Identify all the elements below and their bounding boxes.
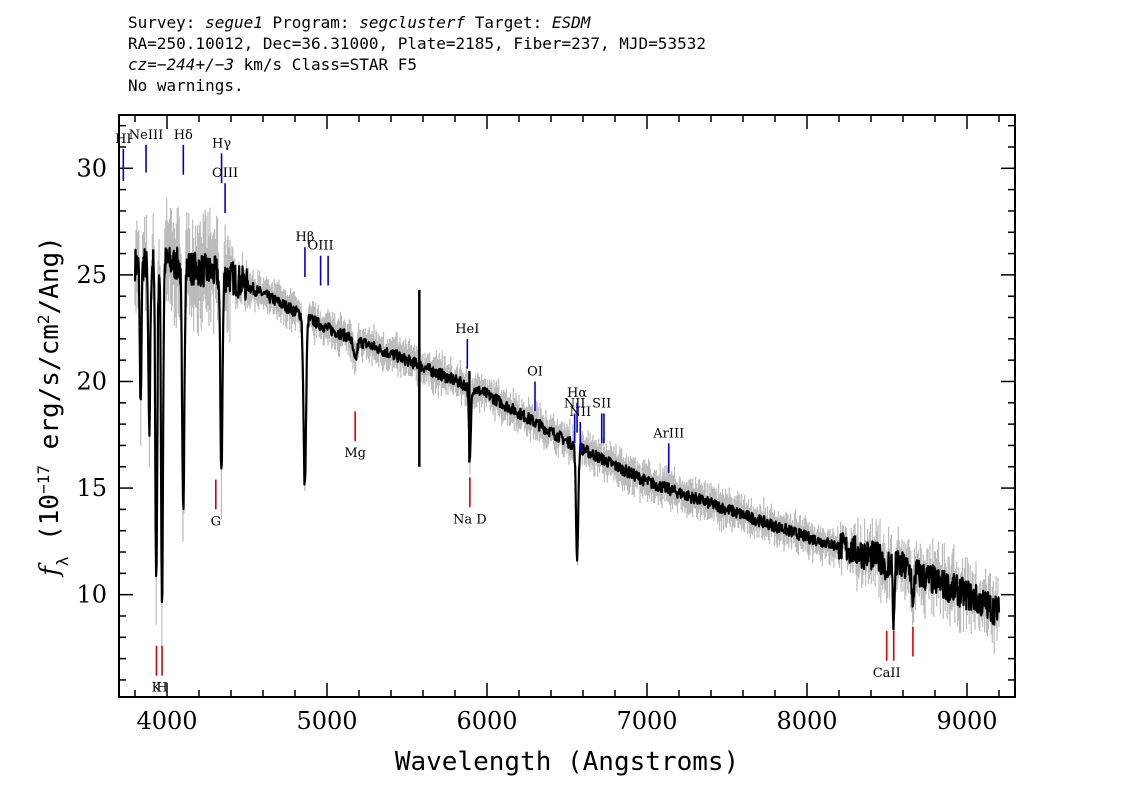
absorption-line-label: Na D: [453, 512, 487, 527]
x-axis-title: Wavelength (Angstroms): [395, 747, 739, 777]
target-label: Target:: [465, 13, 552, 32]
absorption-line-label: Mg: [344, 446, 366, 461]
target-value: ESDM: [551, 13, 591, 32]
absorption-line-label: K: [152, 681, 162, 696]
y-tick-label: 25: [76, 261, 107, 289]
axis-ticks: 4000 5000 6000 7000 8000 9000 10 15 20 25 30: [76, 115, 1015, 735]
x-tick-label: 5000: [296, 707, 357, 735]
spectrum-line: [133, 246, 1001, 631]
emission-line-label: ArIII: [652, 426, 684, 441]
x-tick-label: 7000: [616, 707, 677, 735]
emission-line-label: HeI: [455, 322, 479, 337]
y-tick-label: 20: [76, 367, 107, 395]
header-line-2: RA=250.10012, Dec=36.31000, Plate=2185, …: [128, 34, 706, 53]
emission-line-label: NeIII: [129, 128, 163, 143]
y-tick-label: 30: [76, 154, 107, 182]
header-line-4: No warnings.: [128, 76, 244, 95]
spectrum-series: [133, 246, 1001, 631]
cz-value: −244+/−3: [156, 55, 234, 74]
program-label: Program:: [262, 13, 360, 32]
x-tick-label: 9000: [936, 707, 997, 735]
error-band: [134, 198, 1000, 654]
cz-label: cz=: [128, 55, 157, 74]
y-tick-label: 10: [76, 581, 107, 609]
emission-line-label: Hβ: [295, 230, 314, 245]
survey-value: segue1: [205, 13, 263, 32]
header-line-3: cz=−244+/−3 km/s Class=STAR F5: [128, 54, 706, 75]
emission-line-label: OI: [527, 364, 543, 379]
spectrum-header: Survey: segue1 Program: segclusterf Targ…: [128, 12, 706, 96]
x-tick-label: 6000: [456, 707, 517, 735]
emission-line-label: OIII: [212, 166, 238, 181]
survey-label: Survey:: [128, 13, 206, 32]
class-text: km/s Class=STAR F5: [233, 55, 417, 74]
y-tick-label: 15: [76, 474, 107, 502]
absorption-line-label: G: [211, 514, 221, 529]
emission-line-label: Hδ: [174, 128, 193, 143]
absorption-line-label: CaII: [873, 666, 901, 681]
x-tick-label: 8000: [776, 707, 837, 735]
emission-line-label: OIII: [308, 239, 334, 254]
emission-line-label: Hγ: [212, 136, 231, 151]
header-line-1: Survey: segue1 Program: segclusterf Targ…: [128, 12, 706, 33]
emission-line-label: NII: [564, 396, 586, 411]
program-value: segclusterf: [359, 13, 466, 32]
x-tick-label: 4000: [136, 707, 197, 735]
y-axis-title: fλ (10−17 erg/s/cm2/Ang): [34, 236, 72, 578]
emission-line-label: NII: [569, 405, 591, 420]
absorption-line-label: H: [156, 681, 167, 696]
emission-line-label: Hα: [567, 386, 587, 401]
plot-frame: [118, 114, 1016, 698]
emission-line-label: SII: [592, 396, 611, 411]
